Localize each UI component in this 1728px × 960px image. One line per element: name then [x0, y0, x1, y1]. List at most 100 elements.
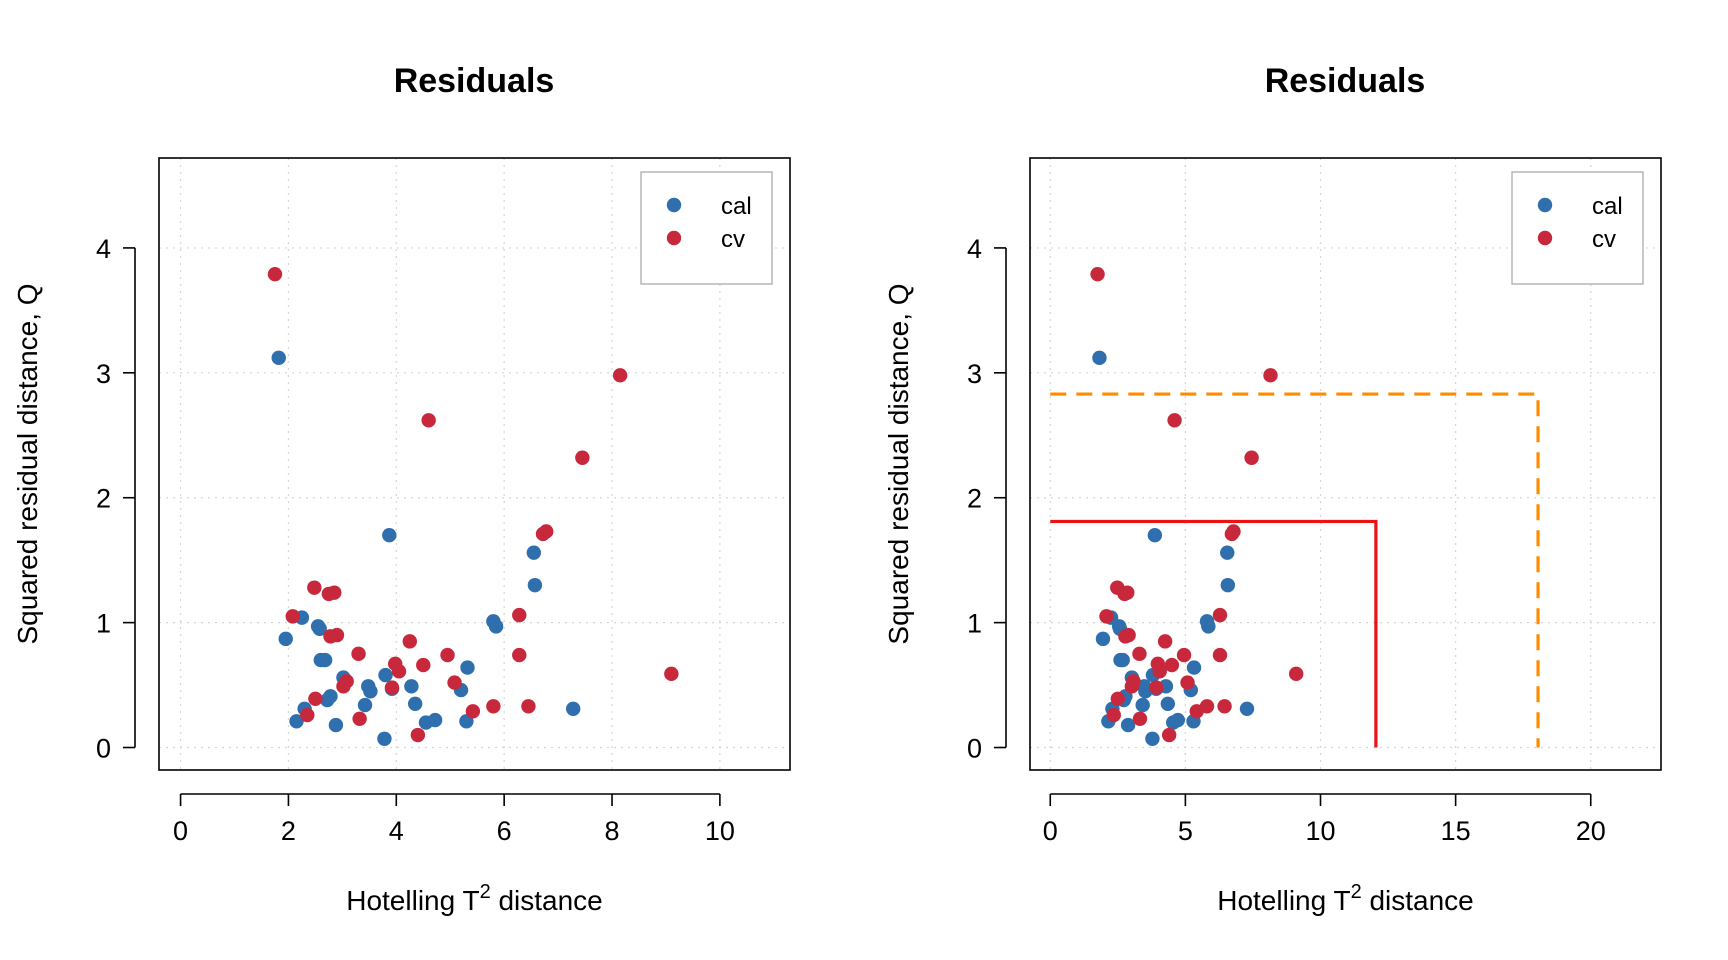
- point-cv: [339, 674, 354, 689]
- point-cal: [407, 696, 423, 712]
- point-cv: [1149, 680, 1164, 695]
- point-cal: [1145, 731, 1160, 746]
- x-tick-label: 6: [497, 816, 512, 846]
- point-cv: [384, 680, 400, 695]
- legend-label-cv: cv: [721, 226, 745, 253]
- y-tick-label: 0: [96, 734, 111, 764]
- point-cal: [323, 689, 338, 704]
- point-cv: [267, 266, 283, 282]
- x-axis-label-suffix: distance: [491, 885, 603, 916]
- point-cv: [486, 699, 501, 714]
- series-cv: [267, 266, 679, 743]
- x-tick-label: 15: [1441, 816, 1471, 846]
- y-tick-label: 1: [96, 609, 111, 639]
- point-cv: [1106, 707, 1121, 723]
- x-tick-label: 2: [281, 816, 296, 846]
- point-cv: [1090, 266, 1105, 282]
- point-cv: [465, 704, 481, 719]
- point-cv: [512, 607, 527, 623]
- point-cv: [440, 647, 455, 663]
- point-cv: [300, 707, 315, 723]
- point-cv: [391, 664, 407, 679]
- point-cv: [1217, 699, 1232, 714]
- series-cal: [1092, 350, 1255, 746]
- point-cal: [527, 577, 543, 593]
- y-axis-label: Squared residual distance, Q: [883, 283, 914, 644]
- point-cv: [402, 634, 417, 649]
- point-cal: [382, 527, 397, 543]
- point-cv: [1212, 647, 1228, 663]
- point-cal: [1135, 697, 1150, 713]
- point-cv: [1164, 657, 1180, 673]
- x-axis-label: Hotelling T2 distance: [346, 881, 603, 916]
- x-tick-label: 20: [1576, 816, 1606, 846]
- point-cv: [1121, 627, 1136, 643]
- x-axis-label-main: Hotelling T: [346, 885, 479, 916]
- x-tick-label: 0: [1043, 816, 1058, 846]
- x-axis-label-superscript: 2: [480, 881, 491, 903]
- legend-label-cal: cal: [1592, 193, 1623, 220]
- point-cv: [329, 627, 345, 643]
- x-tick-label: 10: [1305, 816, 1335, 846]
- y-tick-label: 1: [967, 609, 982, 639]
- point-cv: [1099, 609, 1114, 624]
- y-tick-label: 4: [967, 234, 982, 264]
- point-cv: [539, 524, 554, 539]
- point-cal: [1201, 619, 1216, 634]
- point-cal: [271, 350, 286, 366]
- point-cal: [1147, 527, 1163, 543]
- point-cal: [1186, 660, 1202, 675]
- point-cal: [565, 701, 581, 716]
- point-cv: [1132, 646, 1147, 662]
- point-cal: [1239, 701, 1255, 716]
- legend-marker-cv: [666, 230, 682, 246]
- x-tick-label: 5: [1178, 816, 1193, 846]
- point-cv: [1199, 699, 1215, 714]
- y-tick-label: 4: [96, 234, 111, 264]
- point-cal: [460, 660, 475, 675]
- x-axis-label-superscript: 2: [1351, 881, 1362, 903]
- point-cv: [1263, 368, 1278, 383]
- point-cv: [421, 413, 436, 428]
- legend-marker-cal: [666, 197, 682, 213]
- plot-frame: [158, 157, 791, 771]
- point-cal: [1120, 717, 1136, 733]
- point-cal: [1160, 696, 1176, 712]
- point-cal: [1095, 631, 1111, 647]
- legend: cal cv: [640, 171, 773, 285]
- point-cal: [1115, 652, 1130, 668]
- point-cv: [352, 711, 367, 726]
- point-cv: [285, 609, 300, 624]
- point-cv: [1132, 711, 1148, 726]
- outlier-limit-line: [1050, 392, 1540, 748]
- point-cv: [308, 691, 323, 707]
- chart-title: Residuals: [394, 62, 555, 100]
- y-tick-label: 3: [967, 359, 982, 389]
- series-cv: [1090, 266, 1304, 743]
- point-cv: [1226, 524, 1241, 539]
- legend: cal cv: [1511, 171, 1644, 285]
- point-cv: [1126, 674, 1141, 689]
- point-cal: [289, 714, 304, 729]
- point-cv: [521, 699, 536, 714]
- plot-frame: [1029, 157, 1662, 771]
- y-tick-label: 2: [967, 484, 982, 514]
- x-axis-label-main: Hotelling T: [1217, 885, 1350, 916]
- y-tick-label: 0: [967, 734, 982, 764]
- point-cv: [1180, 675, 1195, 690]
- point-cv: [1288, 666, 1304, 682]
- legend-marker-cv: [1537, 230, 1553, 246]
- point-cal: [357, 697, 373, 713]
- y-tick-label: 2: [96, 484, 111, 514]
- point-cv: [1176, 647, 1192, 663]
- point-cv: [512, 647, 527, 663]
- point-cal: [312, 621, 327, 637]
- x-axis-label-suffix: distance: [1362, 885, 1474, 916]
- point-cal: [427, 712, 443, 728]
- x-tick-label: 0: [173, 816, 188, 846]
- point-cal: [1092, 350, 1107, 366]
- point-cal: [278, 631, 293, 647]
